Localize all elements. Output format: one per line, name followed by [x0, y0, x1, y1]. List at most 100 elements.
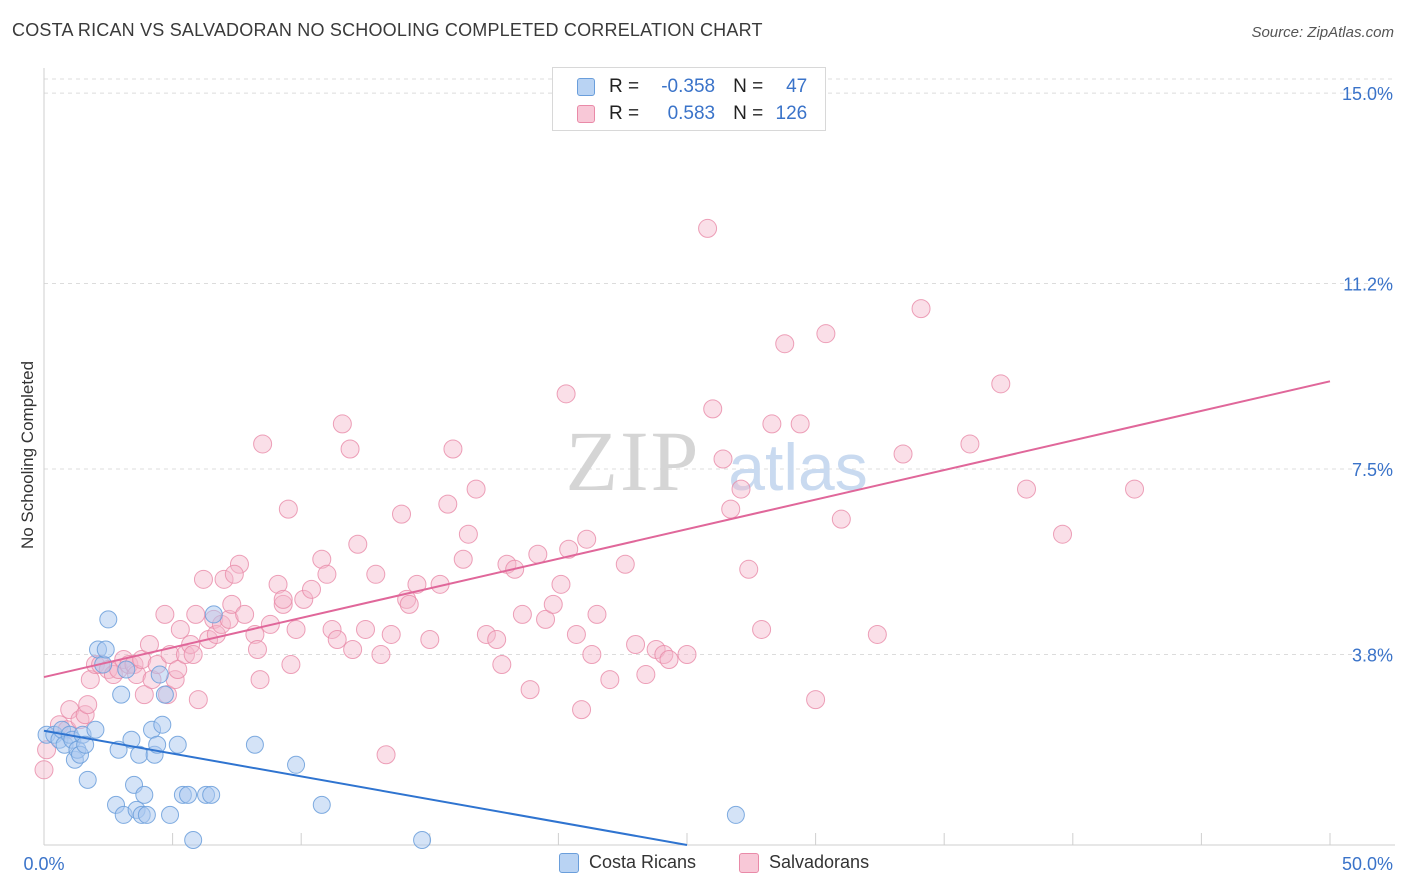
costa-ricans-point	[179, 785, 198, 804]
series-swatch-blue	[559, 852, 579, 873]
salvadorans-point	[247, 639, 267, 659]
costa-ricans-point	[137, 805, 156, 824]
salvadorans-point	[551, 574, 571, 594]
salvadorans-point	[253, 434, 273, 454]
salvadorans-point	[273, 589, 293, 609]
salvadorans-point	[443, 439, 463, 459]
costa-ricans-point	[112, 685, 131, 704]
legend-swatch-blue	[577, 78, 595, 96]
costa-ricans-point	[204, 605, 223, 624]
salvadorans-point	[281, 655, 301, 675]
salvadorans-point	[816, 324, 836, 344]
salvadorans-point	[543, 594, 563, 614]
watermark-atlas: atlas	[728, 430, 867, 504]
salvadorans-point	[186, 604, 206, 624]
legend-n-value: 126	[775, 103, 808, 124]
salvadorans-point	[991, 374, 1011, 394]
salvadorans-point	[577, 529, 597, 549]
salvadorans-point	[659, 650, 679, 670]
costa-ricans-point	[168, 735, 187, 754]
costa-ricans-point	[150, 665, 169, 684]
salvadorans-point	[582, 645, 602, 665]
costa-ricans-point	[148, 735, 167, 754]
salvadorans-point	[476, 624, 496, 644]
x-tick-label-min: 0.0%	[23, 854, 64, 874]
salvadorans-point	[229, 554, 249, 574]
trend-lines	[43, 380, 1331, 846]
salvadorans-point	[407, 574, 427, 594]
salvadorans-point	[512, 604, 532, 624]
salvadorans-point	[654, 645, 674, 665]
salvadorans-point	[214, 569, 234, 589]
salvadorans-point	[268, 574, 288, 594]
costa-ricans-point	[96, 640, 115, 659]
salvadorans-point	[60, 700, 80, 720]
salvadorans-point	[250, 670, 270, 690]
salvadorans-point	[559, 539, 579, 559]
series-label: Salvadorans	[769, 852, 870, 872]
salvadorans-point	[1017, 479, 1037, 499]
salvadorans-point	[183, 645, 203, 665]
salvadorans-point	[615, 554, 635, 574]
salvadorans-point	[286, 619, 306, 639]
salvadorans-point	[528, 544, 548, 564]
salvadorans-point	[677, 645, 697, 665]
costa-ricans-point	[135, 785, 154, 804]
salvadorans-point	[458, 524, 478, 544]
costa-ricans-point	[413, 830, 432, 849]
costa-ricans-point	[86, 720, 105, 739]
salvadorans-point	[312, 549, 332, 569]
costa-ricans-point	[726, 805, 745, 824]
salvadorans-point	[392, 504, 412, 524]
legend-r-value: -0.358	[661, 76, 716, 97]
salvadorans-point	[626, 634, 646, 654]
salvadorans-point	[301, 579, 321, 599]
costa-ricans-point	[245, 735, 264, 754]
series-legend: Costa Ricans Salvadorans	[0, 852, 1406, 878]
x-tick-labels: 0.0% 50.0%	[23, 854, 1393, 874]
correlation-legend: R = -0.358 N = 47 R = 0.583 N = 126	[552, 67, 826, 131]
y-tick-label: 7.5%	[1352, 460, 1393, 480]
salvadorans-point	[487, 629, 507, 649]
salvadorans-point	[438, 494, 458, 514]
salvadorans-point	[572, 700, 592, 720]
salvadorans-point	[235, 604, 255, 624]
salvadorans-point	[911, 299, 931, 319]
legend-n-label: N =	[733, 103, 764, 124]
costa-ricans-point	[76, 735, 95, 754]
salvadorans-points	[34, 218, 1145, 780]
salvadorans-point	[703, 399, 723, 419]
salvadorans-point	[775, 334, 795, 354]
legend-swatch-pink	[577, 105, 595, 123]
legend-r-label: R =	[609, 103, 640, 124]
salvadorans-point	[273, 594, 293, 614]
salvadorans-point	[698, 218, 718, 238]
salvadorans-point	[492, 655, 512, 675]
salvadorans-point	[600, 670, 620, 690]
costa-ricans-point	[153, 715, 172, 734]
salvadorans-point	[762, 414, 782, 434]
salvadorans-trend-line	[43, 380, 1331, 679]
legend-row-costa-ricans: R = -0.358 N = 47	[577, 76, 807, 98]
salvadorans-point	[960, 434, 980, 454]
costa-ricans-point	[78, 770, 97, 789]
costa-ricans-point	[122, 730, 141, 749]
salvadorans-point	[155, 604, 175, 624]
salvadorans-point	[193, 569, 213, 589]
salvadorans-point	[327, 629, 347, 649]
salvadorans-point	[1053, 524, 1073, 544]
costa-ricans-point	[99, 610, 118, 629]
salvadorans-point	[566, 624, 586, 644]
salvadorans-point	[713, 449, 733, 469]
salvadorans-point	[831, 509, 851, 529]
salvadorans-point	[170, 619, 190, 639]
y-tick-label: 11.2%	[1343, 275, 1393, 295]
series-label: Costa Ricans	[589, 852, 697, 872]
salvadorans-point	[453, 549, 473, 569]
costa-ricans-point	[155, 685, 174, 704]
salvadorans-point	[34, 760, 54, 780]
costa-ricans-point	[202, 785, 221, 804]
costa-ricans-point	[287, 755, 306, 774]
series-legend-salvadorans: Salvadorans	[739, 852, 869, 873]
costa-ricans-point	[184, 830, 203, 849]
